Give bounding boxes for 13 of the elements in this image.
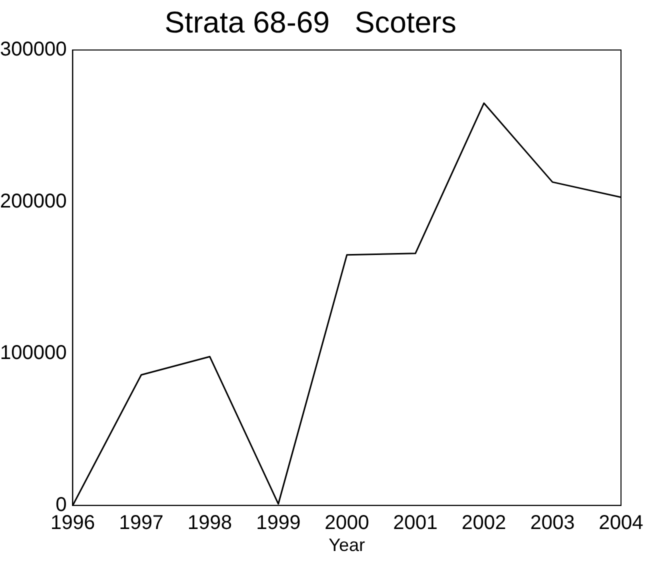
y-tick-label: 200000 xyxy=(0,190,67,212)
x-tick-label: 2002 xyxy=(462,512,506,534)
x-tick-label: 1997 xyxy=(119,512,164,534)
x-tick-label: 2004 xyxy=(598,512,644,534)
x-tick-label: 2003 xyxy=(530,512,575,534)
x-tick-label: 2000 xyxy=(324,512,370,534)
x-tick-label: 1998 xyxy=(188,512,232,534)
chart-title: Strata 68-69 Scoters xyxy=(164,6,456,40)
x-tick-label: 2001 xyxy=(393,512,438,534)
y-tick-label: 100000 xyxy=(0,342,67,364)
x-tick-label: 1999 xyxy=(256,512,301,534)
y-tick-label: 300000 xyxy=(0,38,67,61)
x-axis-title: Year xyxy=(328,535,366,556)
